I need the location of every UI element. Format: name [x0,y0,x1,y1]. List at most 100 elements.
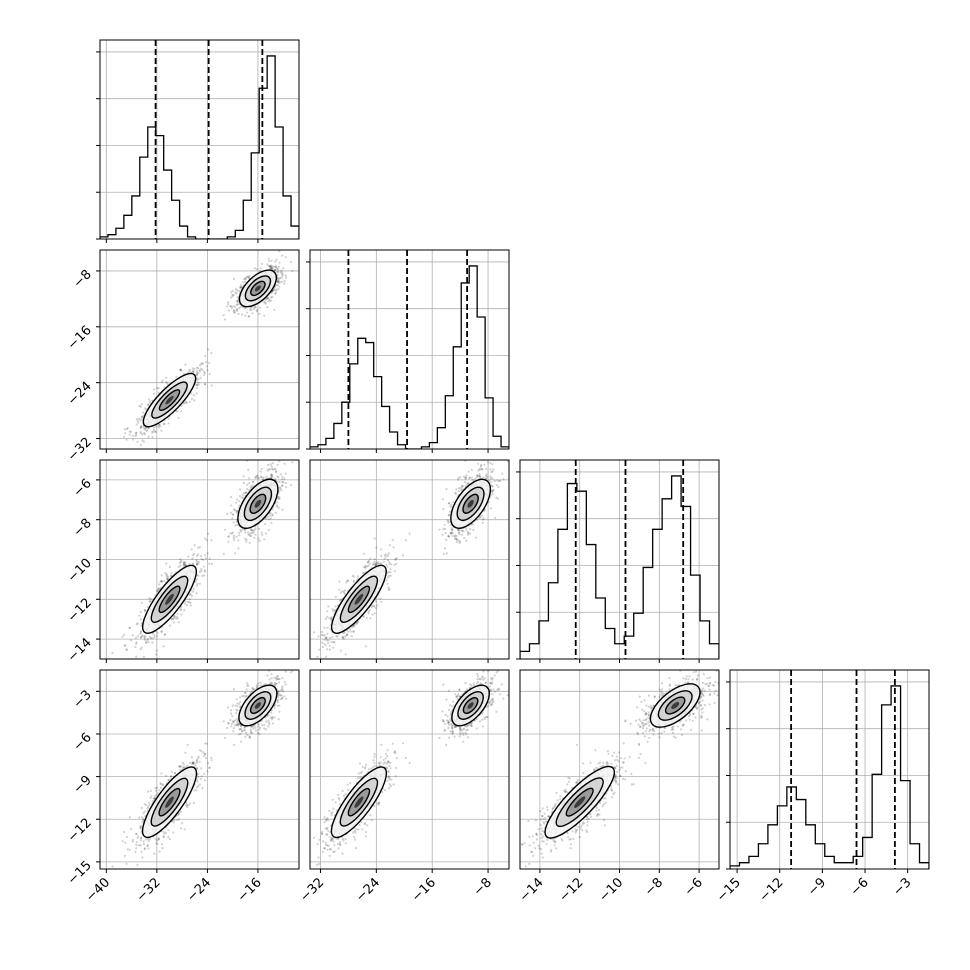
sample-point [237,539,240,542]
sample-point [202,558,205,561]
sample-point [386,554,390,557]
sample-point [371,563,375,566]
sample-point [201,574,204,578]
sample-point [131,840,134,843]
sample-point [341,637,345,640]
sample-point [326,639,329,642]
sample-point [457,490,460,493]
sample-point [139,405,142,408]
sample-point [278,250,281,253]
sample-point [352,630,355,633]
sample-point [190,548,193,551]
sample-point [494,516,497,520]
sample-point [257,476,260,479]
sample-point [183,564,186,567]
sample-point [145,641,148,645]
sample-point [385,563,388,566]
sample-point [153,636,156,639]
sample-point [142,411,145,414]
sample-point [457,528,460,531]
sample-point [330,619,333,622]
sample-point [281,475,284,478]
sample-point [142,655,145,659]
sample-point [270,474,273,478]
sample-point [159,786,162,789]
sample-point [224,318,227,321]
sample-point [364,564,367,567]
sample-point [135,636,138,639]
sample-point [210,352,213,355]
sample-point [489,468,492,471]
sample-point [258,539,261,543]
sample-point [388,544,391,547]
sample-point [267,518,270,521]
sample-point [465,539,468,543]
sample-point [394,557,397,561]
sample-point [326,610,329,613]
sample-point [175,375,178,378]
sample-point [197,757,200,760]
sample-point [143,431,146,435]
sample-point [160,381,163,384]
sample-point [208,361,211,364]
sample-point [135,642,138,645]
sample-point [146,844,149,847]
sample-point [336,635,339,638]
sample-point [259,470,262,473]
sample-point [195,767,199,770]
sample-point [455,540,458,543]
sample-point [153,794,156,798]
sample-point [481,521,484,525]
sample-point [142,426,145,429]
sample-point [165,573,168,576]
sample-point [139,443,142,447]
sample-point [276,280,279,283]
sample-point [248,481,251,485]
sample-point [268,299,271,302]
sample-point [207,532,210,535]
sample-point [236,296,239,299]
sample-point [271,296,274,299]
sample-point [139,636,143,639]
sample-point [129,430,133,433]
sample-point [167,829,170,832]
sample-point [123,854,126,858]
sample-point [144,635,147,638]
sample-point [491,463,494,466]
sample-point [240,286,243,289]
sample-point [242,492,245,495]
sample-point [372,604,375,608]
sample-point [161,783,164,786]
sample-point [444,532,447,535]
sample-point [343,635,347,638]
sample-point [270,465,273,468]
sample-point [139,419,142,422]
sample-point [341,590,344,593]
sample-point [123,428,126,431]
sample-point [387,552,390,555]
sample-point [231,289,234,292]
sample-point [204,383,207,386]
sample-point [200,570,203,573]
sample-point [502,478,505,481]
sample-point [235,308,238,312]
sample-point [134,645,137,649]
sample-point [258,527,261,531]
sample-point [374,563,377,566]
sample-point [388,587,391,591]
sample-point [145,640,148,644]
sample-point [194,764,197,768]
sample-point [197,553,200,556]
sample-point [252,305,255,308]
sample-point [447,535,451,538]
sample-point [262,478,265,481]
sample-point [451,534,454,538]
sample-point [267,257,270,260]
sample-point [260,467,263,470]
sample-point [273,269,276,272]
y-tick-label: −32 [65,435,95,465]
sample-point [203,574,206,577]
sample-point [279,271,282,274]
sample-point [142,440,145,443]
sample-point [480,463,483,467]
